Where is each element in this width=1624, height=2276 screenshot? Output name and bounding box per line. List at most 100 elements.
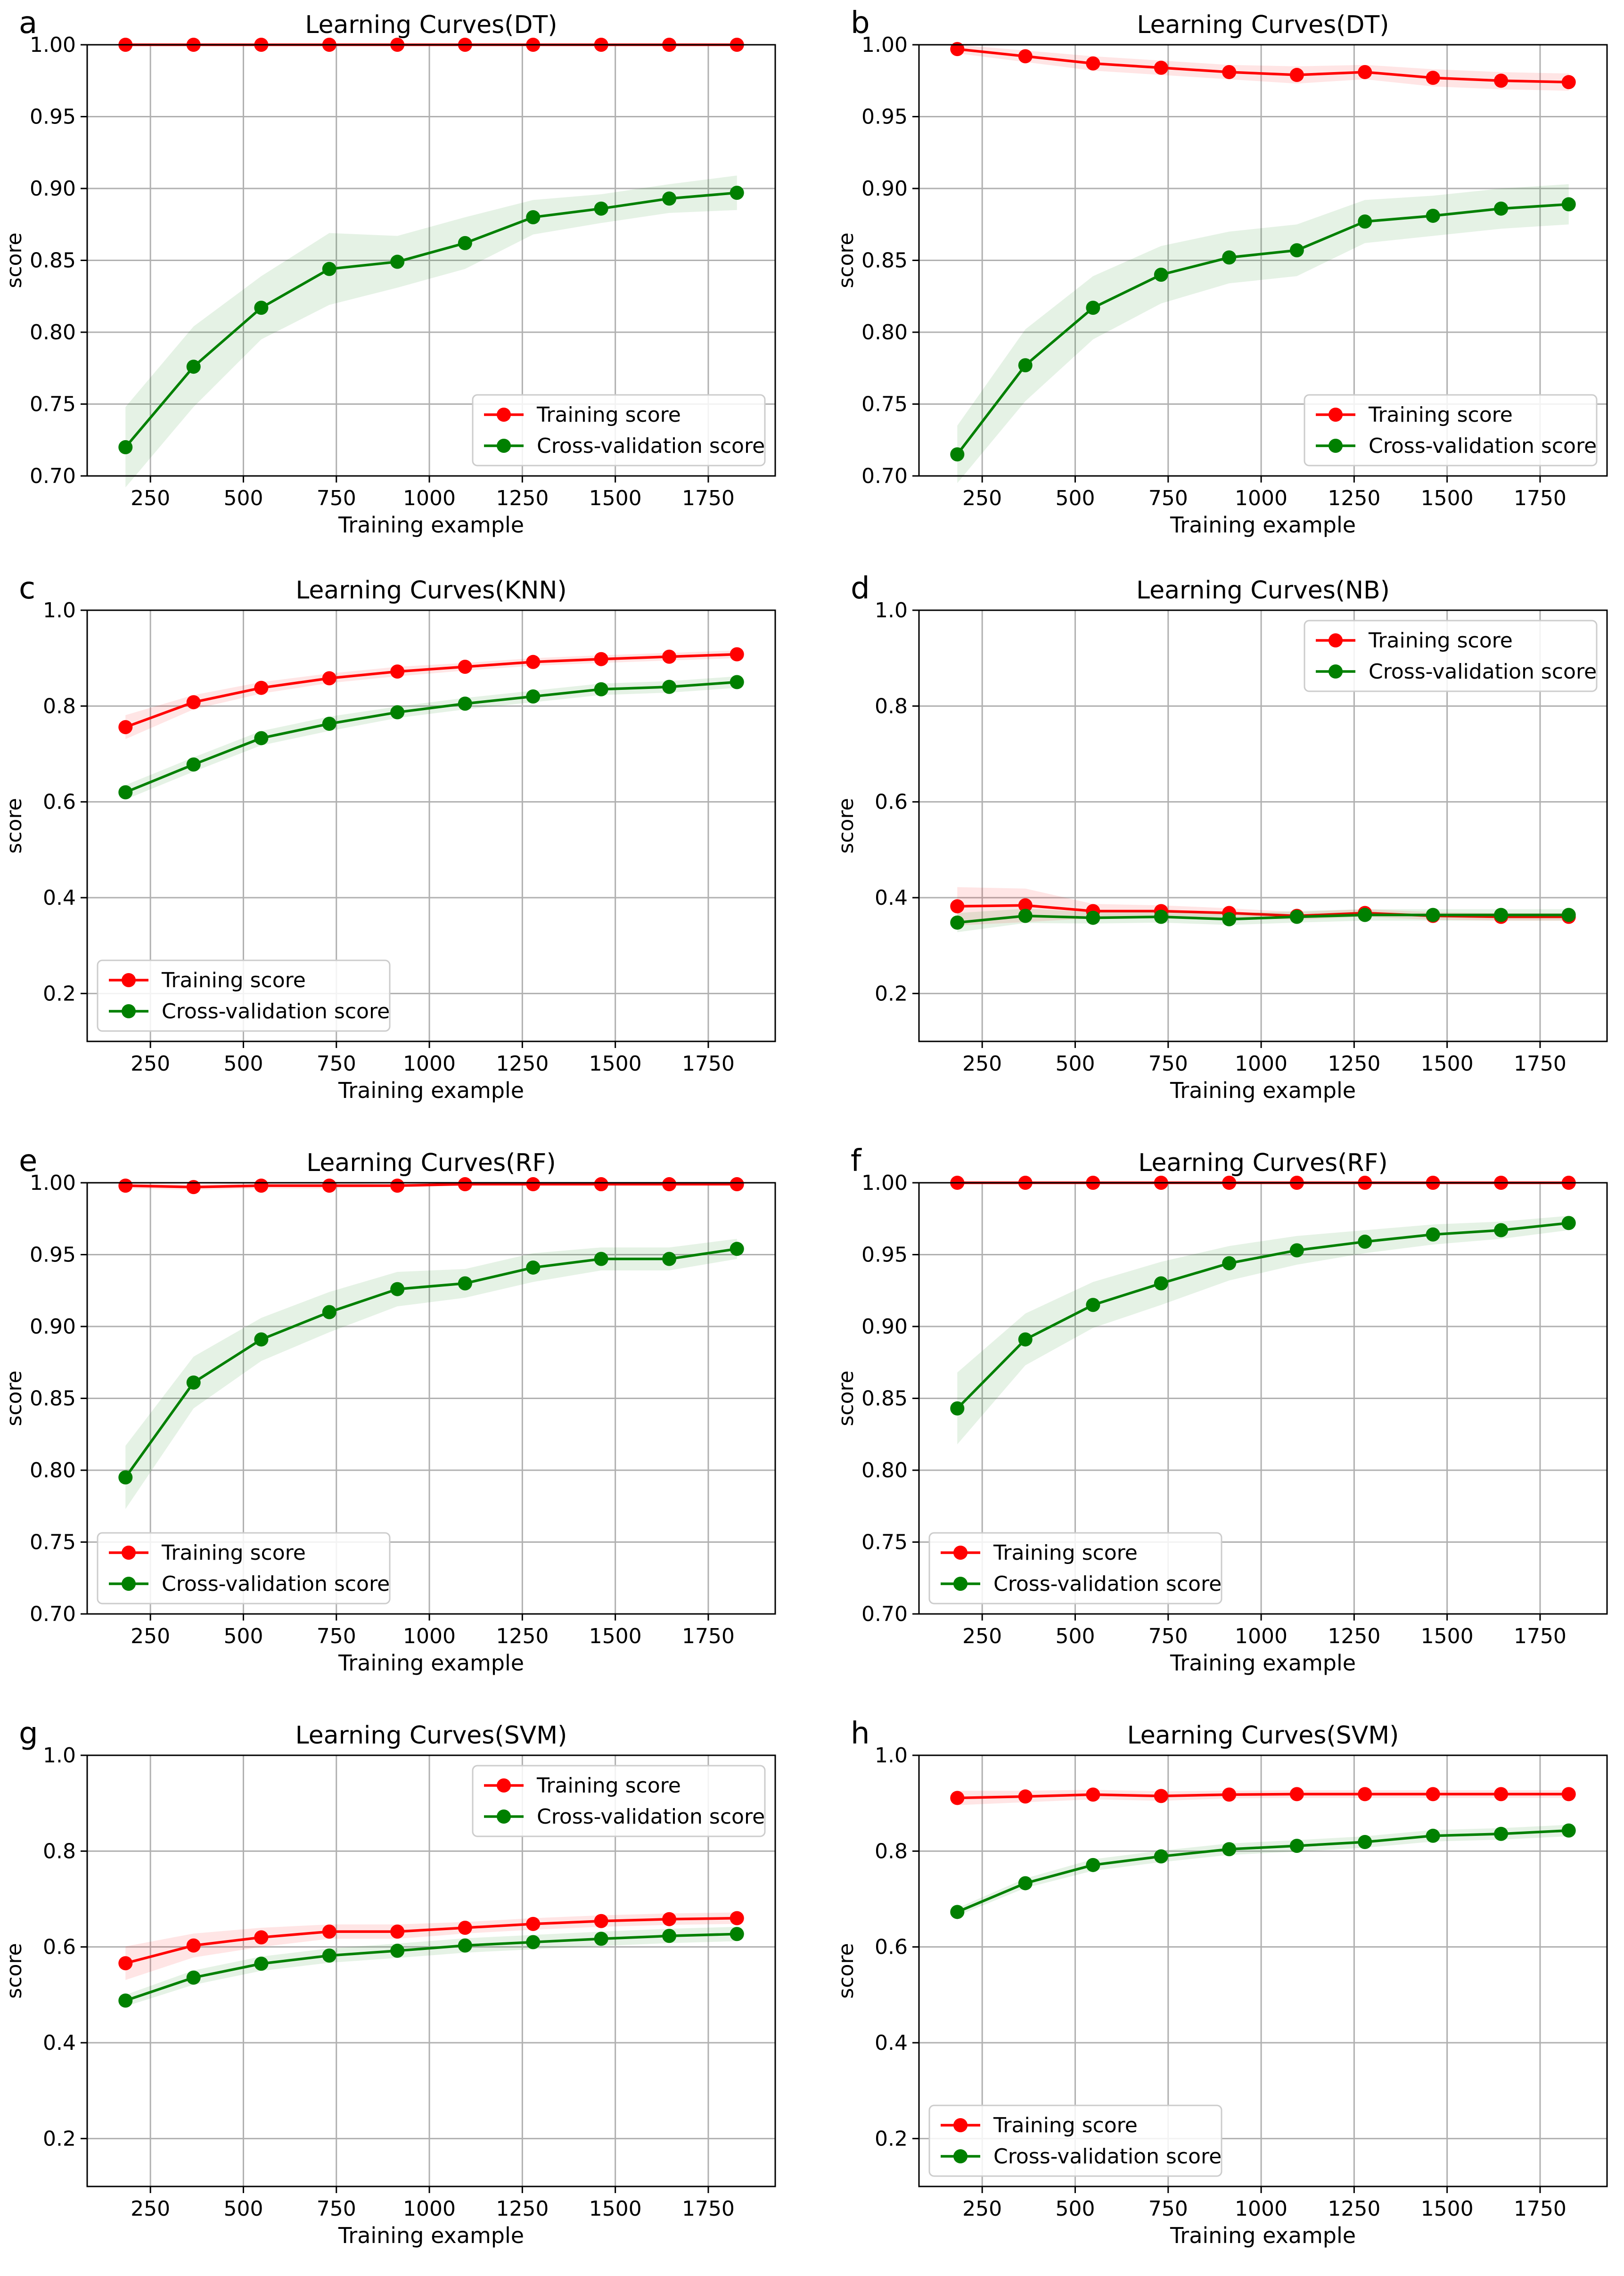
y-tick-label: 0.8 (43, 694, 76, 718)
data-point-training (1561, 1787, 1576, 1801)
data-point-training (1086, 1787, 1100, 1802)
x-tick-label: 1000 (403, 2197, 456, 2221)
x-tick-label: 1000 (403, 486, 456, 510)
legend-label-cv: Cross-validation score (537, 1805, 765, 1829)
x-tick-label: 1250 (496, 2197, 549, 2221)
series-line-cv (956, 1221, 1569, 1409)
x-tick-label: 1500 (589, 486, 642, 510)
data-point-cv (1289, 909, 1304, 924)
x-tick-label: 500 (223, 1624, 263, 1648)
data-point-training (594, 1177, 608, 1192)
data-point-cv (594, 1932, 608, 1946)
y-tick-label: 1.0 (43, 1744, 76, 1768)
legend-marker-training (1329, 633, 1343, 647)
x-tick-label: 1000 (403, 1052, 456, 1076)
y-tick-label: 0.8 (875, 694, 908, 718)
data-point-cv (526, 210, 541, 224)
data-point-cv (1289, 1839, 1304, 1853)
data-point-cv (1154, 268, 1168, 282)
y-tick-label: 1.00 (30, 33, 76, 57)
data-point-cv (1289, 1243, 1304, 1258)
legend-label-training: Training score (536, 1774, 681, 1798)
legend-box (928, 2104, 1222, 2177)
data-point-training (950, 899, 965, 914)
data-point-training (390, 1924, 405, 1939)
x-tick-label: 500 (223, 486, 263, 510)
y-tick-label: 0.4 (875, 886, 908, 910)
legend-label-training: Training score (536, 403, 681, 427)
x-tick-label: 1750 (1514, 1624, 1567, 1648)
legend-label-training: Training score (1368, 629, 1513, 653)
data-point-training (730, 1177, 744, 1192)
y-tick-label: 0.85 (30, 1387, 76, 1411)
data-point-training (950, 1791, 965, 1805)
data-point-cv (950, 1905, 965, 1919)
series-band-cv (957, 184, 1569, 483)
data-point-training (1358, 65, 1372, 79)
y-tick-label: 0.80 (30, 1458, 76, 1482)
y-tick-label: 0.80 (861, 1458, 908, 1482)
data-point-training (1086, 56, 1100, 71)
data-point-training (186, 1938, 201, 1953)
x-tick-label: 250 (131, 2197, 170, 2221)
y-tick-label: 1.0 (875, 598, 908, 622)
x-tick-label: 1500 (589, 2197, 642, 2221)
legend-label-training: Training score (993, 1541, 1138, 1565)
y-tick-label: 0.85 (30, 249, 76, 273)
panel-letter: h (851, 1716, 870, 1751)
y-tick-label: 0.70 (30, 464, 76, 488)
legend-label-training: Training score (1368, 403, 1513, 427)
series-band-cv (125, 1238, 737, 1509)
data-point-cv (118, 1470, 133, 1485)
chart-panel-b: 250 500 750 1000 1250 1500 1750 0.70 0.75 0.80 0.8… (834, 6, 1608, 538)
x-tick-label: 1250 (496, 486, 549, 510)
x-tick-label: 500 (1055, 486, 1095, 510)
data-point-cv (1086, 910, 1100, 925)
data-point-cv (1018, 1876, 1033, 1891)
chart-panel-h: 250 500 750 1000 1250 1500 1750 0.2 0.4 0.6 0.8 1.0… (834, 1716, 1608, 2248)
legend: Training score Cross-validation score (97, 959, 391, 1032)
legend-marker-training (497, 408, 511, 422)
series-line-training (957, 48, 1569, 84)
y-tick-label: 1.00 (30, 1171, 76, 1195)
x-tick-label: 500 (223, 1052, 263, 1076)
chart-panel-d: 250 500 750 1000 1250 1500 1750 0.2 0.4 0.6 0.8 1.0… (834, 571, 1608, 1103)
legend-marker-cv (497, 1809, 511, 1824)
y-tick-label: 0.90 (30, 177, 76, 201)
y-tick-label: 1.00 (861, 33, 908, 57)
legend-marker-training (497, 1778, 511, 1793)
x-tick-label: 1250 (1328, 1624, 1380, 1648)
series-band-cv (125, 175, 737, 488)
x-axis-label: Training example (1170, 2223, 1356, 2248)
y-axis-label: score (2, 798, 26, 853)
series-line-cv (957, 1829, 1569, 1913)
y-tick-label: 0.95 (30, 105, 76, 129)
data-point-training (1426, 71, 1440, 85)
data-point-cv (1222, 1256, 1237, 1270)
data-point-training (186, 1180, 201, 1195)
x-tick-label: 1500 (1421, 1624, 1474, 1648)
data-point-cv (1018, 909, 1033, 923)
data-point-cv (1086, 1858, 1100, 1872)
legend-label-cv: Cross-validation score (1369, 660, 1597, 684)
y-tick-label: 0.2 (875, 982, 908, 1006)
x-tick-label: 1500 (1421, 2197, 1474, 2221)
data-point-training (662, 1912, 677, 1926)
series-line-cv (125, 1932, 737, 2002)
y-tick-label: 0.4 (43, 886, 76, 910)
y-tick-label: 0.85 (861, 249, 908, 273)
x-tick-label: 250 (962, 2197, 1002, 2221)
x-tick-label: 1500 (589, 1052, 642, 1076)
chart-title: Learning Curves(SVM) (295, 1721, 567, 1750)
y-axis-label: score (2, 232, 26, 288)
data-point-cv (594, 201, 608, 216)
data-point-cv (1154, 909, 1168, 924)
chart-panel-e: 250 500 750 1000 1250 1500 1750 0.70 0.75 0.80 0.8… (2, 1144, 776, 1676)
x-tick-label: 1000 (1235, 2197, 1288, 2221)
x-axis-label: Training example (338, 2223, 524, 2248)
data-point-training (118, 1956, 133, 1971)
x-tick-label: 750 (317, 486, 356, 510)
legend-marker-training (953, 2118, 968, 2132)
series-line-training (957, 904, 1569, 918)
